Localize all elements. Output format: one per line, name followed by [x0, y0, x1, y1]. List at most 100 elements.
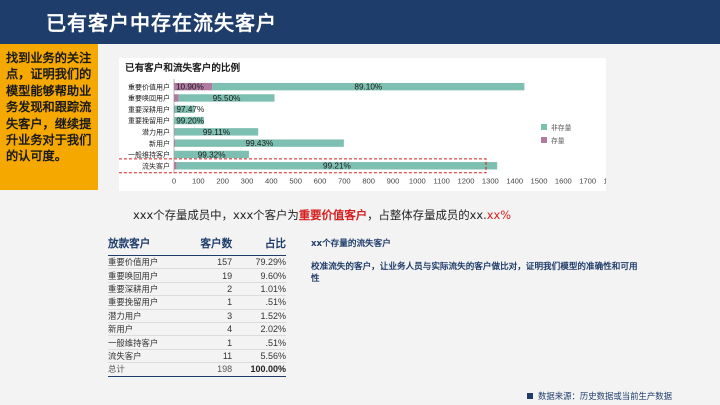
legend-swatch: [541, 137, 547, 143]
x-tick-label: 800: [362, 176, 375, 185]
page-header: 已有客户中存在流失客户: [0, 0, 720, 44]
x-tick-label: 1500: [531, 176, 548, 185]
data-label: 95.50%: [213, 94, 241, 103]
bar: [174, 139, 344, 147]
data-source-text: 数据来源：历史数据或当前生产数据: [538, 391, 672, 401]
cell-ratio: 5.56%: [232, 349, 286, 364]
table-row: 重要价值用户 157 79.29%: [108, 255, 286, 270]
bar: [174, 82, 213, 91]
table-row: 重要挽留用户 1.51%: [108, 295, 286, 310]
bar: [174, 162, 177, 170]
x-tick-label: 1100: [433, 176, 449, 185]
cell-ratio: 79.29%: [232, 255, 286, 270]
legend-swatch: [541, 124, 547, 130]
col-header-count: 客户数: [184, 236, 233, 256]
total-count: 198: [184, 362, 233, 377]
cell-ratio: 1.01%: [232, 282, 286, 297]
x-tick-label: 1400: [506, 176, 523, 185]
legend-label: 存量: [551, 136, 565, 145]
x-tick-label: 1700: [579, 176, 596, 185]
data-label: 99.21%: [323, 162, 351, 171]
cell-count: 1: [184, 295, 233, 310]
cell-count: 157: [184, 255, 233, 270]
cell-count: 4: [184, 322, 233, 337]
x-tick-label: 1000: [409, 176, 426, 185]
cell-count: 3: [184, 309, 233, 323]
square-bullet-icon: [527, 393, 533, 399]
data-label: 99.11%: [203, 128, 230, 137]
cell-ratio: .51%: [232, 335, 286, 350]
table-row: 流失客户 11 5.56%: [108, 349, 286, 364]
bar: [174, 139, 175, 147]
bar: [174, 116, 204, 125]
table-row: 一般维持客户 1.51%: [108, 335, 286, 350]
summary-part2: ，占整体存量成员的xx.: [367, 208, 487, 222]
y-tick-label: 重要价值用户: [128, 82, 170, 91]
data-source: 数据来源：历史数据或当前生产数据: [527, 390, 672, 402]
lost-customers-title: xx个存量的流失客户: [311, 239, 391, 249]
cell-type: 重要价值用户: [108, 255, 185, 270]
bar: [212, 82, 525, 91]
total-ratio: 100.00%: [232, 362, 286, 377]
x-tick-label: 1200: [458, 176, 475, 185]
x-tick-label: 0: [172, 176, 176, 185]
chart-title: 已有客户和流失客户的比例: [125, 62, 241, 74]
cell-ratio: 9.60%: [232, 268, 286, 283]
y-tick-label: 流失客户: [142, 161, 170, 170]
bar: [176, 162, 498, 170]
bar: [174, 94, 179, 102]
summary-tail: xx%: [486, 208, 512, 222]
x-tick-label: 600: [314, 176, 327, 185]
y-tick-label: 重要深耕用户: [128, 105, 170, 114]
data-label: 10.90%: [176, 83, 204, 92]
cell-type: 一般维持客户: [108, 335, 185, 350]
table-row: 重要深耕用户 2 1.01%: [108, 282, 286, 297]
x-tick-label: 400: [265, 176, 278, 185]
bar: [174, 150, 249, 159]
table-header-row: 放款客户 客户数 占比: [108, 236, 286, 256]
cell-count: 1: [184, 335, 233, 350]
x-tick-label: 1300: [482, 176, 499, 185]
col-header-ratio: 占比: [232, 236, 286, 256]
chart-panel: 已有客户和流失客户的比例 重要价值用户 10.90% 89.10% 重要唤回用户 95.5…: [119, 58, 606, 191]
data-label: 99.43%: [246, 139, 274, 148]
y-tick-label: 潜力用户: [142, 127, 170, 136]
cell-type: 重要深耕用户: [108, 282, 185, 297]
cell-type: 重要挽留用户: [108, 295, 185, 310]
col-header-type: 放款客户: [108, 236, 185, 256]
legend-label: 非存量: [551, 123, 572, 132]
callout-text: 找到业务的关注点，证明我们的模型能够帮助业务发现和跟踪流失客户，继续提升业务对于…: [6, 51, 92, 164]
cell-type: 重要唤回用户: [108, 268, 185, 283]
total-label: 总计: [108, 362, 185, 377]
x-tick-label: 300: [241, 176, 254, 185]
x-tick-label: 1800: [604, 176, 606, 185]
bar: [178, 94, 275, 102]
table-total-row: 总计 198 100.00%: [108, 362, 286, 377]
x-tick-label: 1600: [555, 176, 572, 185]
cell-type: 流失客户: [108, 349, 185, 364]
bar: [174, 128, 175, 136]
data-label: 99.20%: [176, 116, 204, 125]
summary-highlight: 重要价值客户: [298, 208, 368, 222]
cell-ratio: 1.52%: [232, 309, 286, 323]
y-tick-label: 一般维持客户: [128, 150, 170, 159]
table-row: 重要唤回用户 19 9.60%: [108, 268, 286, 283]
y-tick-label: 重要唤回用户: [128, 94, 170, 103]
bar: [174, 128, 259, 136]
cell-count: 19: [184, 268, 233, 283]
callout-box: 找到业务的关注点，证明我们的模型能够帮助业务发现和跟踪流失客户，继续提升业务对于…: [0, 44, 98, 190]
x-tick-label: 500: [289, 176, 302, 185]
data-label: 99.32%: [198, 150, 226, 159]
x-tick-label: 100: [192, 176, 205, 185]
x-tick-label: 200: [216, 176, 229, 185]
cell-type: 潜力用户: [108, 309, 185, 323]
customer-table: 放款客户 客户数 占比 重要价值用户 157 79.29% 重要唤回用户 19 9.60…: [108, 236, 286, 377]
table-row: 新用户 4 2.02%: [108, 322, 286, 337]
summary-line: xxx个存量成员中，xxx个客户为重要价值客户，占整体存量成员的xx.xx%: [133, 207, 511, 223]
cell-type: 新用户: [108, 322, 185, 337]
lost-customers-text: 校准流失的客户，让业务人员与实际流失的客户做比对，证明我们模型的准确性和可用性: [311, 262, 638, 285]
page-title: 已有客户中存在流失客户: [46, 11, 277, 35]
cell-count: 11: [184, 349, 233, 364]
bar: [174, 105, 195, 113]
